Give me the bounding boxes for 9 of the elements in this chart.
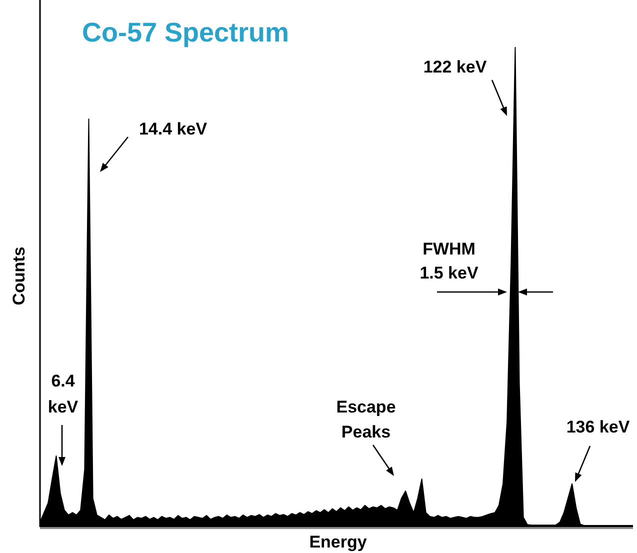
annotation: 136 keV	[566, 418, 630, 437]
annotation: Escape Peaks	[336, 398, 396, 442]
x-axis-title: Energy	[309, 532, 368, 552]
y-axis-title: Counts	[10, 246, 29, 306]
chart-title: Co-57 Spectrum	[82, 17, 290, 48]
annotation: 14.4 keV	[138, 120, 208, 139]
annotation: 6.4 keV	[48, 372, 79, 417]
annotation: FWHM 1.5 keV	[420, 240, 479, 283]
annotation: 122 keV	[423, 58, 488, 77]
